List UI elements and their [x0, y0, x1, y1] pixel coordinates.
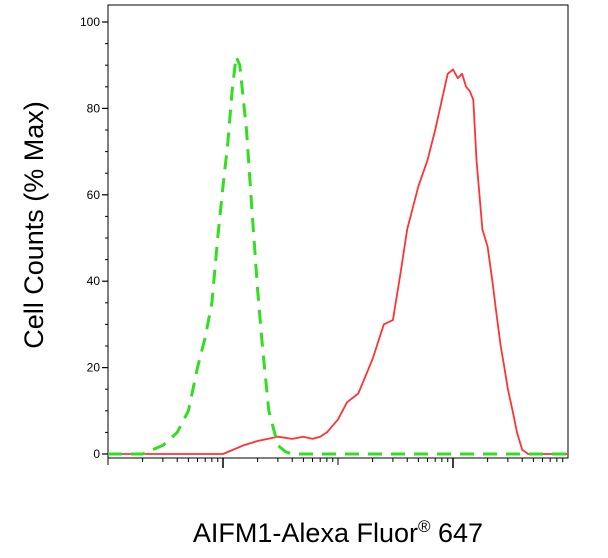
y-tick-label: 100	[80, 15, 100, 29]
y-tick-label: 40	[87, 274, 101, 288]
x-axis-title-main: AIFM1-Alexa Fluor	[193, 518, 418, 548]
series-line-2	[108, 55, 568, 456]
plot-frame	[107, 4, 569, 459]
y-tick-label: 20	[87, 361, 101, 375]
y-tick-label: 60	[87, 188, 101, 202]
x-axis-ticks	[107, 458, 564, 468]
x-axis-title-superscript: ®	[418, 517, 431, 536]
y-axis-ticks: 0 20 40 60 80 100	[80, 15, 108, 461]
series-line-1	[108, 68, 568, 455]
y-axis-title: Cell Counts (% Max)	[19, 101, 49, 349]
x-axis-title: AIFM1-Alexa Fluor® 647	[193, 517, 483, 548]
x-axis-title-suffix: 647	[431, 518, 484, 548]
series-layer	[108, 55, 568, 456]
y-tick-label: 0	[93, 447, 100, 461]
y-tick-label: 80	[87, 101, 101, 115]
